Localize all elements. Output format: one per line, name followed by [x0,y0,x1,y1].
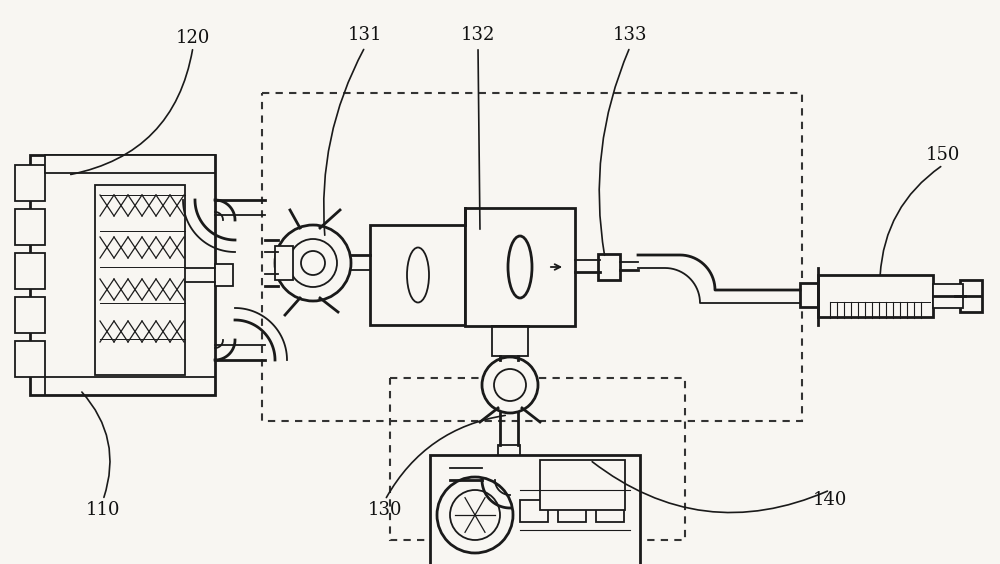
Text: 120: 120 [176,29,210,47]
Text: 110: 110 [86,501,120,519]
Bar [15,341,45,377]
Bar [933,284,963,308]
Bar [960,280,982,312]
Bar [262,93,802,421]
Circle shape [289,239,337,287]
Ellipse shape [508,236,532,298]
Circle shape [275,225,351,301]
Bar [465,208,575,326]
Bar [520,500,548,522]
Bar [15,297,45,333]
Bar [370,225,465,325]
Circle shape [301,251,325,275]
Bar [540,460,625,510]
Circle shape [482,357,538,413]
Bar [558,500,586,522]
Bar [45,377,215,395]
Bar [15,209,45,245]
Bar [596,500,624,522]
Bar [598,254,620,280]
Circle shape [450,490,500,540]
Circle shape [494,369,526,401]
Bar [95,185,185,375]
Bar [15,165,45,201]
Bar [430,455,640,564]
Text: 130: 130 [368,501,402,519]
Text: 150: 150 [926,146,960,164]
Text: 131: 131 [348,26,382,44]
Bar [30,155,215,395]
Bar [818,275,933,317]
Bar [45,155,215,173]
Bar [498,445,520,463]
Bar [215,264,233,286]
Text: 133: 133 [613,26,647,44]
Text: 132: 132 [461,26,495,44]
Bar [15,253,45,289]
Text: 140: 140 [813,491,847,509]
Bar [492,326,528,356]
Circle shape [437,477,513,553]
Bar [390,378,685,540]
Bar [800,283,818,307]
Ellipse shape [407,248,429,302]
Bar [275,246,293,280]
